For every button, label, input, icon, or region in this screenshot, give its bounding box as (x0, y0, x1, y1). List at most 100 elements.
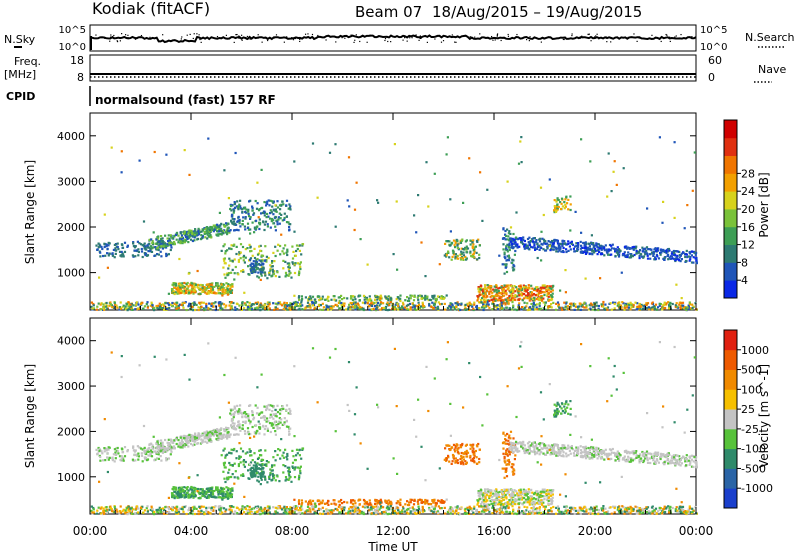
range-cell (192, 292, 195, 295)
range-cell (417, 298, 420, 301)
range-cell (537, 245, 540, 248)
range-cell (248, 301, 251, 304)
range-cell (241, 473, 245, 476)
range-cell (673, 253, 676, 256)
noise-tick-bottom: 10^0 (59, 42, 86, 53)
range-cell (288, 273, 291, 276)
range-cell (222, 436, 225, 439)
range-cell (212, 428, 215, 432)
range-cell (253, 470, 256, 473)
range-cell (602, 305, 605, 308)
range-cell (278, 417, 281, 420)
range-cell (227, 267, 230, 270)
range-cell (168, 442, 171, 445)
range-cell (357, 304, 360, 307)
range-cell (266, 481, 269, 484)
range-cell (326, 297, 329, 300)
range-cell (104, 254, 107, 257)
range-cell (344, 308, 348, 311)
range-cell (478, 253, 481, 256)
range-cell (646, 257, 650, 260)
range-cell (253, 264, 256, 267)
range-cell (459, 241, 462, 244)
range-cell (419, 305, 423, 308)
range-cell (271, 205, 274, 208)
range-cell (222, 223, 225, 226)
range-cell (675, 302, 678, 305)
range-cell (506, 180, 509, 183)
range-cell (171, 487, 174, 491)
range-cell (285, 274, 288, 277)
range-cell (568, 245, 571, 248)
range-cell (197, 227, 200, 230)
noise-search-point (299, 40, 301, 43)
range-cell (476, 299, 479, 302)
range-cell (196, 237, 199, 240)
range-cell (513, 295, 516, 298)
range-cell (567, 249, 570, 252)
range-cell (678, 250, 681, 253)
range-cell (194, 233, 197, 236)
range-cell (648, 248, 651, 251)
range-cell (189, 495, 193, 498)
range-cell (385, 308, 388, 311)
range-cell (514, 241, 517, 244)
range-cell (177, 282, 180, 285)
range-cell (233, 476, 236, 479)
range-cell (550, 239, 554, 243)
range-cell (297, 262, 300, 265)
range-cell (179, 232, 182, 235)
range-cell (663, 307, 666, 310)
noise-search-point (134, 38, 136, 40)
range-cell (452, 239, 456, 242)
noise-search-point (238, 35, 240, 37)
range-cell (309, 305, 312, 308)
range-cell (284, 275, 287, 278)
range-cell (319, 304, 322, 307)
range-cell (298, 263, 301, 266)
range-cell (119, 301, 122, 304)
range-cell (329, 307, 332, 310)
range-cell (635, 252, 638, 255)
range-cell (607, 253, 610, 256)
range-cell (306, 305, 309, 308)
range-cell (100, 245, 103, 249)
range-cell (230, 247, 233, 251)
range-cell (504, 289, 507, 292)
range-cell (573, 308, 576, 311)
range-cell (195, 232, 198, 235)
range-cell (268, 408, 271, 411)
range-cell (191, 239, 194, 243)
range-cell (592, 249, 595, 252)
range-cell (128, 306, 131, 309)
range-cell (91, 307, 94, 310)
range-cell (219, 308, 222, 311)
range-cell (519, 286, 522, 290)
range-cell (248, 200, 251, 203)
noise-search-point (564, 36, 567, 38)
range-cell (223, 487, 226, 490)
range-cell (628, 303, 631, 306)
range-cell (508, 239, 511, 242)
range-cell (440, 295, 443, 298)
range-cell (526, 288, 529, 291)
range-cell (560, 250, 563, 253)
range-cell (123, 307, 127, 310)
range-cell (540, 296, 543, 299)
range-cell (520, 237, 523, 240)
range-cell (642, 247, 645, 251)
range-cell (154, 246, 157, 249)
range-cell (199, 496, 202, 500)
range-cell (285, 204, 288, 207)
range-cell (116, 245, 119, 249)
range-cell (116, 446, 119, 450)
range-cell (153, 150, 156, 154)
range-cell (511, 258, 514, 261)
range-cell (175, 288, 178, 291)
range-cell (524, 247, 527, 250)
range-cell (446, 136, 449, 139)
range-cell (473, 454, 476, 457)
range-cell (297, 466, 300, 469)
noise-search-point (313, 38, 315, 40)
range-cell (186, 442, 189, 445)
